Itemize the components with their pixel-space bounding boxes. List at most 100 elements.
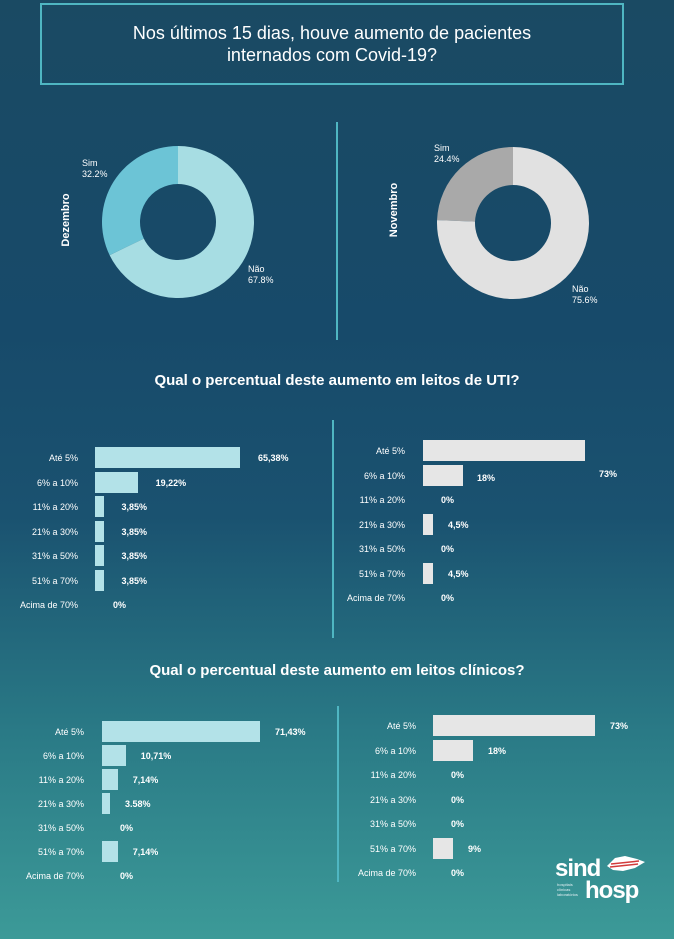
logo-tagline: hospitais clínicas laboratórios	[557, 882, 578, 897]
clinicos-dezembro-bar	[102, 769, 118, 790]
uti-novembro-category-label: 31% a 50%	[358, 544, 405, 554]
uti-novembro-value-label: 4,5%	[447, 568, 469, 579]
uti-dezembro-category-label: 31% a 50%	[31, 551, 78, 561]
logo-tagline-3: laboratórios	[557, 892, 578, 897]
uti-dezembro-category-label: Até 5%	[48, 453, 78, 463]
clinicos-dezembro-category-label: Acima de 70%	[25, 871, 84, 881]
uti-dezembro-value-label: 0%	[113, 600, 127, 610]
uti-dezembro-category-label: Acima de 70%	[19, 600, 78, 610]
donut-divider	[336, 122, 338, 340]
clinicos-novembro-category-label: Acima de 70%	[357, 868, 416, 878]
donut-dezembro-chart	[102, 146, 254, 298]
uti-novembro-value-label: 18%	[476, 472, 495, 483]
logo-tagline-2: clínicas	[557, 887, 571, 892]
logo-hosp: hosp	[585, 877, 639, 904]
uti-dezembro-category-label: 51% a 70%	[31, 575, 78, 586]
donut-novembro-slice-nao	[437, 147, 589, 299]
uti-dezembro-value-label: 3,85%	[121, 502, 148, 512]
uti-novembro-value-label: 4,5%	[447, 519, 469, 530]
donut-dezembro-sim-label: Sim 32.2%	[82, 158, 108, 180]
donut-novembro-nao-name: Não	[572, 284, 589, 294]
donut-novembro-nao-label: Não 75.6%	[572, 284, 598, 306]
clinicos-dezembro-value-label: 0%	[120, 823, 134, 833]
uti-novembro-category-label: 21% a 30%	[358, 519, 405, 530]
uti-novembro-category-label: 11% a 20%	[359, 495, 405, 505]
clinicos-novembro-category-label: 31% a 50%	[369, 819, 416, 829]
clinicos-dezembro-bar	[102, 721, 260, 742]
uti-novembro-category-label: Até 5%	[375, 446, 405, 456]
donut-dezembro-slice-sim	[102, 146, 178, 256]
uti-dezembro-bar	[95, 496, 104, 517]
uti-dezembro-bar	[95, 447, 240, 468]
uti-dezembro-value-label: 65,38%	[258, 453, 289, 463]
uti-dezembro-bar	[95, 471, 138, 493]
clinicos-dezembro-value-label: 3.58%	[125, 799, 151, 809]
clinicos-novembro-bar	[433, 715, 595, 736]
uti-novembro-value-label: 0%	[441, 544, 455, 554]
donut-dezembro-nao-value: 67.8%	[248, 275, 274, 285]
uti-novembro-bar	[423, 440, 585, 461]
clinicos-divider	[337, 706, 339, 882]
clinicos-dezembro-category-label: 6% a 10%	[42, 751, 84, 761]
uti-dezembro-value-label: 19,22%	[155, 477, 187, 488]
uti-dezembro-category-label: 11% a 20%	[32, 502, 78, 512]
clinicos-novembro-bar	[433, 837, 453, 859]
clinicos-dezembro-category-label: 31% a 50%	[37, 823, 84, 833]
clinicos-novembro-value-label: 0%	[451, 868, 465, 878]
donut-dezembro-slice-nao	[109, 146, 254, 298]
uti-novembro-category-label: Acima de 70%	[346, 593, 405, 603]
clinicos-dezembro-category-label: 21% a 30%	[37, 799, 84, 809]
donut-novembro-nao-value: 75.6%	[572, 295, 598, 305]
clinicos-dezembro-bar	[102, 793, 110, 814]
uti-novembro-category-label: 6% a 10%	[363, 470, 405, 481]
clinicos-dezembro-bar	[102, 745, 126, 766]
uti-novembro-value-label: 0%	[441, 495, 455, 505]
donut-novembro-sim-label: Sim 24.4%	[434, 143, 460, 165]
donut-novembro-title: Novembro	[388, 182, 400, 238]
logo-sind: sind	[555, 855, 601, 882]
clinicos-novembro-category-label: 11% a 20%	[370, 770, 416, 780]
clinicos-novembro-bar	[433, 739, 473, 761]
clinicos-dezembro-bar	[102, 841, 118, 862]
uti-novembro-value-label: 73%	[599, 469, 618, 479]
sao-paulo-map-icon	[607, 856, 645, 871]
clinicos-novembro-category-label: Até 5%	[386, 721, 416, 731]
clinicos-dezembro-value-label: 10,71%	[140, 751, 172, 761]
donut-dezembro-sim-value: 32.2%	[82, 169, 108, 179]
clinicos-section-title: Qual o percentual deste aumento em leito…	[149, 662, 525, 679]
uti-novembro-bar	[423, 562, 433, 584]
clinicos-dezembro-value-label: 7,14%	[132, 775, 159, 785]
clinicos-dezembro-value-label: 0%	[120, 871, 134, 881]
clinicos-dezembro-value-label: 7,14%	[132, 847, 159, 857]
clinicos-novembro-value-label: 9%	[467, 843, 481, 854]
uti-dezembro-bar	[95, 569, 104, 591]
donut-novembro-sim-value: 24.4%	[434, 154, 460, 164]
uti-novembro-bar	[423, 464, 463, 486]
donut-novembro-slice-sim	[437, 147, 513, 222]
clinicos-dezembro-category-label: 51% a 70%	[37, 847, 84, 857]
sindhosp-logo: sind hosp hospitais clínicas laboratório…	[555, 855, 645, 904]
clinicos-dezembro-value-label: 71,43%	[275, 727, 306, 737]
clinicos-dezembro-category-label: 11% a 20%	[38, 775, 84, 785]
donut-novembro-sim-name: Sim	[434, 143, 450, 153]
donut-dezembro-title: Dezembro	[60, 193, 72, 247]
uti-section-title: Qual o percentual deste aumento em leito…	[154, 372, 520, 389]
donut-dezembro-sim-name: Sim	[82, 158, 98, 168]
uti-novembro-category-label: 51% a 70%	[358, 568, 405, 579]
uti-dezembro-bar	[95, 545, 104, 566]
question-line-2: internados com Covid-19?	[226, 45, 438, 65]
uti-dezembro-value-label: 3,85%	[121, 551, 148, 561]
uti-novembro-value-label: 0%	[441, 593, 455, 603]
clinicos-dezembro-category-label: Até 5%	[54, 727, 84, 737]
donut-dezembro-nao-label: Não 67.8%	[248, 264, 274, 286]
uti-novembro-bar	[423, 513, 433, 535]
uti-dezembro-category-label: 21% a 30%	[31, 526, 78, 537]
logo-tagline-1: hospitais	[557, 882, 573, 887]
clinicos-novembro-value-label: 0%	[451, 770, 465, 780]
uti-dezembro-category-label: 6% a 10%	[36, 477, 78, 488]
clinicos-novembro-value-label: 0%	[451, 819, 465, 829]
donut-novembro-chart	[437, 147, 589, 299]
clinicos-novembro-category-label: 6% a 10%	[374, 745, 416, 756]
uti-divider	[332, 420, 334, 638]
question-header: Nos últimos 15 dias, houve aumento de pa…	[40, 3, 624, 85]
